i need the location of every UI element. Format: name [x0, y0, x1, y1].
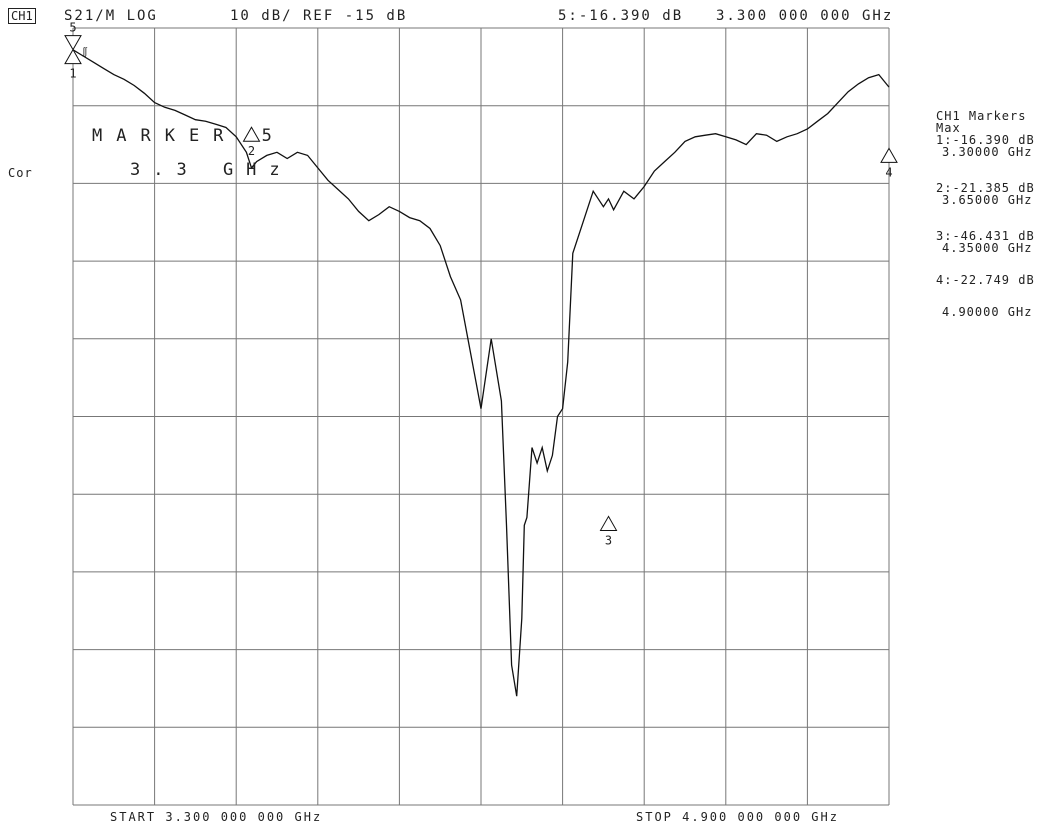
- marker-triangle-icon: [64, 48, 82, 65]
- marker-5[interactable]: 5: [64, 21, 82, 51]
- marker-triangle-icon: [599, 515, 618, 531]
- marker-entry-1: 1:-16.390 dB: [936, 133, 1035, 147]
- marker-box-value: 3.3 GHz: [130, 160, 293, 180]
- marker-label: 2: [248, 144, 255, 158]
- scale-reference: 10 dB/ REF -15 dB: [230, 8, 408, 24]
- marker-entry-2-freq: 3.65000 GHz: [942, 193, 1033, 207]
- active-marker-frequency: 3.300 000 000 GHz: [716, 8, 894, 24]
- marker-triangle-icon: [64, 35, 82, 51]
- marker-4[interactable]: 4: [880, 147, 898, 179]
- marker-table-title: CH1 Markers: [936, 109, 1027, 123]
- marker-entry-3: 3:-46.431 dB: [936, 229, 1035, 243]
- marker-label: 3: [605, 533, 612, 547]
- marker-2[interactable]: 2: [242, 126, 261, 158]
- marker-table: CH1 Markers Max 1:-16.390 dB 3.30000 GHz…: [936, 110, 1058, 318]
- stop-frequency: STOP 4.900 000 000 GHz: [636, 810, 839, 824]
- marker-entry-3-freq: 4.35000 GHz: [942, 241, 1033, 255]
- marker-entry-4-freq: 4.90000 GHz: [942, 305, 1033, 319]
- marker-table-mode: Max: [936, 121, 961, 135]
- marker-layer: 1 2 3 4 5: [64, 21, 898, 547]
- marker-entry-2: 2:-21.385 dB: [936, 181, 1035, 195]
- display-glyph-icon: ∬: [82, 48, 88, 58]
- marker-label: 5: [69, 21, 76, 35]
- active-marker-value: 5:-16.390 dB: [558, 8, 684, 24]
- marker-box-title: MARKER 5: [92, 126, 286, 146]
- marker-1[interactable]: 1: [64, 48, 82, 81]
- marker-triangle-icon: [880, 147, 898, 163]
- marker-label: 4: [885, 165, 892, 179]
- measurement-format: S21/M LOG: [64, 8, 158, 24]
- chart-grid: [72, 27, 890, 806]
- trace-line: [72, 49, 890, 697]
- marker-entry-1-freq: 3.30000 GHz: [942, 145, 1033, 159]
- marker-label: 1: [69, 67, 76, 81]
- channel-indicator[interactable]: CH1: [8, 8, 36, 24]
- start-frequency: START 3.300 000 000 GHz: [110, 810, 323, 824]
- marker-3[interactable]: 3: [599, 515, 618, 547]
- correction-indicator: Cor: [8, 166, 33, 180]
- marker-entry-4: 4:-22.749 dB: [936, 273, 1035, 287]
- marker-triangle-icon: [242, 126, 261, 142]
